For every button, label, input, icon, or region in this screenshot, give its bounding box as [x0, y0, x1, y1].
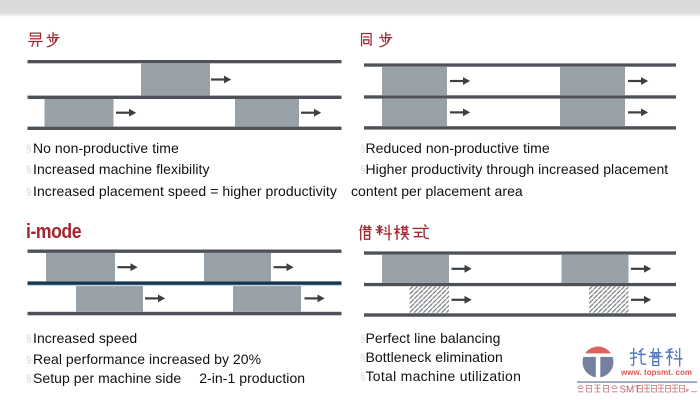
svg-text:SMT: SMT [620, 385, 641, 396]
